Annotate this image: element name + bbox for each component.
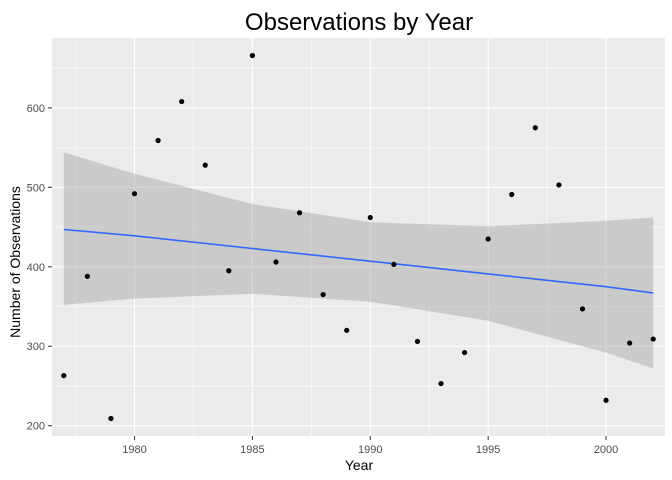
data-point [108, 415, 114, 422]
data-point [61, 373, 67, 379]
data-point [556, 182, 562, 188]
data-points [61, 52, 656, 422]
data-point [249, 52, 256, 59]
data-point [155, 137, 161, 144]
data-point [84, 273, 90, 279]
data-point [461, 349, 468, 356]
y-tick-label: 200 [27, 421, 45, 433]
minor-gridlines [52, 38, 665, 436]
data-point [485, 236, 491, 242]
x-axis-title: Year [345, 457, 374, 473]
data-point [226, 268, 232, 274]
data-point [202, 162, 208, 168]
plot-panel [52, 38, 665, 436]
data-point [179, 98, 185, 105]
x-tick-label: 1995 [476, 444, 500, 456]
data-point [367, 214, 373, 221]
y-tick-label: 400 [27, 262, 45, 274]
x-tick-label: 1990 [358, 444, 382, 456]
x-tick-label: 1985 [240, 444, 264, 456]
data-point [532, 125, 538, 131]
data-point [344, 327, 350, 333]
data-point [131, 191, 138, 197]
data-point [414, 338, 421, 345]
x-axis-ticks: 1980 1985 1990 1995 2000 [122, 436, 618, 456]
data-point [320, 291, 326, 298]
data-point [603, 397, 609, 403]
x-tick-label: 2000 [594, 444, 618, 456]
y-tick-label: 300 [27, 341, 45, 353]
data-point [438, 380, 444, 387]
data-point [273, 259, 279, 265]
data-point [509, 191, 515, 198]
x-tick-label: 1980 [122, 444, 146, 456]
trend-line [63, 228, 654, 294]
y-axis-title: Number of Observations [7, 186, 23, 338]
y-tick-label: 600 [27, 103, 45, 115]
data-point [579, 306, 586, 312]
data-point [627, 340, 633, 346]
data-point [391, 261, 397, 268]
data-point [296, 210, 303, 216]
data-point [650, 336, 656, 342]
y-tick-label: 500 [27, 182, 45, 194]
y-axis-ticks: 200 300 400 500 600 [27, 103, 52, 433]
chart-title: Observations by Year [245, 9, 473, 36]
